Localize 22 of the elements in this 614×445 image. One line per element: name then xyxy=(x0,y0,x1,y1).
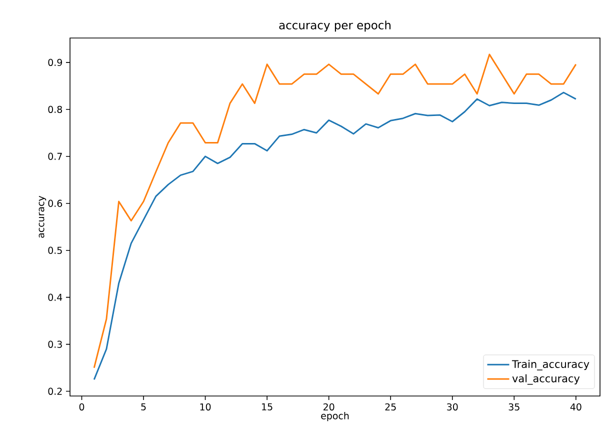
y-axis-title: accuracy xyxy=(38,196,46,238)
x-tick-label: 5 xyxy=(141,403,146,410)
x-tick-label: 25 xyxy=(385,403,396,410)
y-tick-label: 0.5 xyxy=(48,246,62,254)
x-axis-title: epoch xyxy=(321,412,349,422)
x-tick-label: 20 xyxy=(324,403,334,410)
x-tick-label: 30 xyxy=(447,403,458,410)
x-tick-label: 10 xyxy=(200,403,211,410)
y-tick-label: 0.7 xyxy=(48,152,62,160)
x-tick-label: 35 xyxy=(508,403,520,410)
legend-label: Train_accuracy xyxy=(512,360,590,370)
x-tick-label: 40 xyxy=(570,403,582,410)
y-tick-label: 0.9 xyxy=(48,58,62,66)
x-tick-label: 0 xyxy=(79,403,84,410)
legend-label: val_accuracy xyxy=(512,374,580,385)
y-tick-label: 0.4 xyxy=(48,294,62,301)
x-tick-label: 15 xyxy=(262,403,272,410)
y-tick-label: 0.3 xyxy=(48,340,62,348)
y-tick-label: 0.8 xyxy=(48,106,62,113)
y-tick-label: 0.6 xyxy=(48,200,62,207)
y-tick-label: 0.2 xyxy=(48,388,62,395)
chart-title: accuracy per epoch xyxy=(279,20,390,32)
